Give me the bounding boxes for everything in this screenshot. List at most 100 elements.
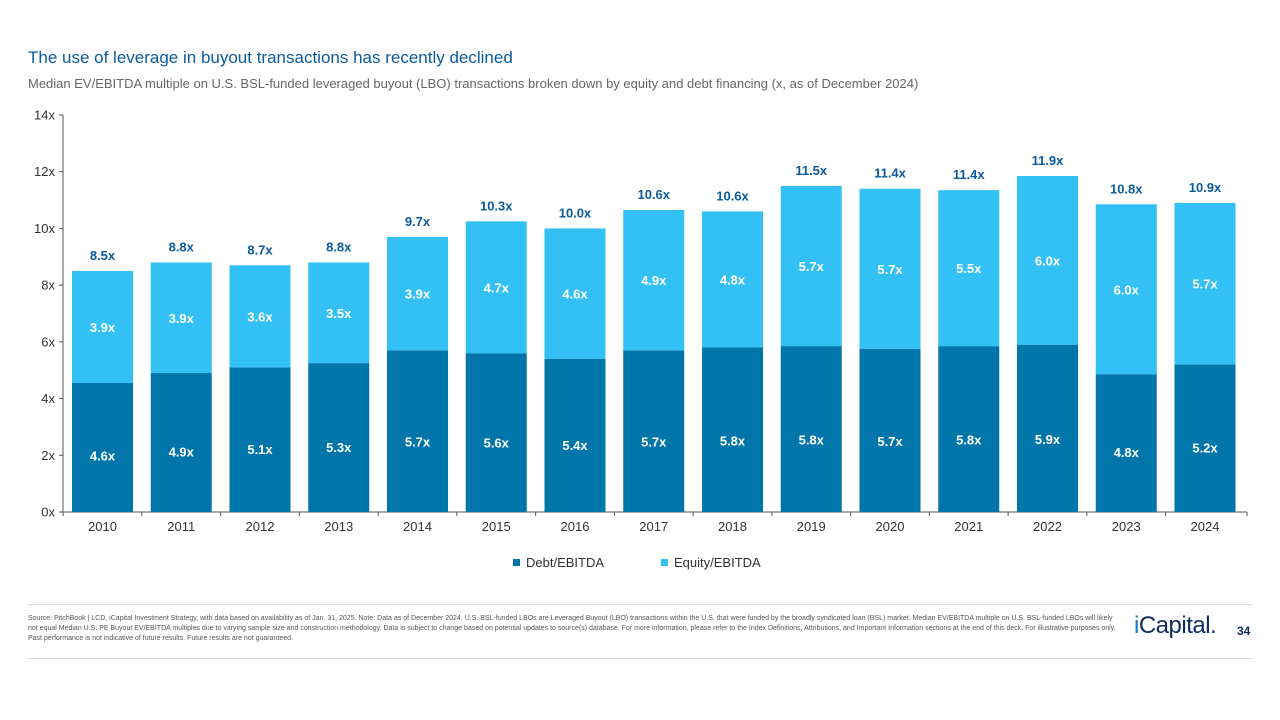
total-value-label: 11.9x bbox=[1032, 153, 1065, 168]
legend-equity-label: Equity/EBITDA bbox=[674, 555, 761, 570]
equity-bar-2012 bbox=[229, 265, 291, 368]
debt-value-label: 5.8x bbox=[956, 433, 982, 448]
debt-bar-2016 bbox=[544, 358, 606, 512]
x-tick-label: 2019 bbox=[797, 519, 826, 534]
equity-value-label: 3.9x bbox=[405, 287, 431, 302]
legend-debt-swatch bbox=[513, 559, 520, 566]
x-tick-label: 2014 bbox=[403, 519, 432, 534]
total-value-label: 10.0x bbox=[559, 205, 592, 220]
equity-bar-2022 bbox=[1017, 175, 1078, 345]
equity-bar-2017 bbox=[623, 209, 685, 351]
total-value-label: 11.5x bbox=[795, 163, 828, 178]
y-tick-label: 2x bbox=[41, 448, 55, 463]
y-tick-label: 0x bbox=[41, 505, 55, 520]
total-value-label: 8.8x bbox=[169, 239, 195, 254]
equity-bar-2014 bbox=[387, 236, 448, 351]
x-tick-label: 2013 bbox=[324, 519, 353, 534]
chart-title: The use of leverage in buyout transactio… bbox=[28, 48, 513, 67]
footer-bottom-divider bbox=[28, 658, 1252, 659]
debt-bar-2011 bbox=[150, 373, 212, 512]
stacked-bar-chart: 0x 2x 4x 6x 8x 10x 12x 14x 4.6x 3.9x 8.5x 2010 4.9x 3… bbox=[34, 108, 1248, 570]
total-value-label: 10.3x bbox=[480, 198, 513, 213]
x-tick-label: 2010 bbox=[88, 519, 117, 534]
x-tick-label: 2015 bbox=[482, 519, 511, 534]
total-value-label: 10.6x bbox=[716, 188, 749, 203]
chart-subtitle: Median EV/EBITDA multiple on U.S. BSL-fu… bbox=[28, 76, 919, 91]
x-tick-label: 2024 bbox=[1191, 519, 1220, 534]
equity-value-label: 5.7x bbox=[877, 262, 903, 277]
equity-value-label: 3.6x bbox=[247, 309, 273, 324]
total-value-label: 8.5x bbox=[90, 248, 116, 263]
debt-value-label: 5.7x bbox=[405, 434, 431, 449]
debt-bar-2013 bbox=[308, 363, 370, 512]
x-tick-label: 2016 bbox=[561, 519, 590, 534]
total-value-label: 8.7x bbox=[247, 242, 273, 257]
equity-value-label: 6.0x bbox=[1035, 253, 1061, 268]
debt-value-label: 5.8x bbox=[799, 433, 825, 448]
equity-bar-2011 bbox=[150, 262, 212, 374]
equity-bar-2010 bbox=[72, 270, 133, 383]
equity-bar-2016 bbox=[544, 228, 606, 359]
y-tick-label: 14x bbox=[34, 108, 55, 123]
equity-value-label: 4.6x bbox=[562, 287, 588, 302]
equity-bar-2023 bbox=[1095, 204, 1157, 375]
equity-bar-2019 bbox=[780, 185, 842, 347]
total-value-label: 11.4x bbox=[874, 166, 907, 181]
equity-value-label: 6.0x bbox=[1114, 282, 1140, 297]
debt-value-label: 5.7x bbox=[877, 434, 903, 449]
equity-bar-2021 bbox=[938, 190, 1000, 347]
x-tick-label: 2018 bbox=[718, 519, 747, 534]
y-tick-label: 6x bbox=[41, 334, 55, 349]
debt-bar-2024 bbox=[1174, 364, 1236, 512]
debt-bar-2019 bbox=[780, 346, 842, 512]
debt-value-label: 5.8x bbox=[720, 433, 746, 448]
x-tick-label: 2012 bbox=[246, 519, 275, 534]
icapital-logo: iCapital. bbox=[1134, 612, 1217, 639]
x-tick-label: 2023 bbox=[1112, 519, 1141, 534]
debt-bar-2018 bbox=[702, 347, 763, 512]
total-value-label: 10.8x bbox=[1110, 181, 1143, 196]
debt-bar-2017 bbox=[623, 350, 685, 512]
debt-value-label: 5.1x bbox=[247, 442, 273, 457]
debt-value-label: 4.8x bbox=[1114, 445, 1140, 460]
debt-value-label: 5.4x bbox=[562, 438, 588, 453]
legend-debt-label: Debt/EBITDA bbox=[526, 555, 604, 570]
debt-bar-2020 bbox=[859, 348, 921, 512]
y-tick-label: 4x bbox=[41, 391, 55, 406]
source-footnote: Source: PitchBook | LCD, iCapital Invest… bbox=[28, 615, 1116, 642]
equity-bar-2013 bbox=[308, 262, 370, 364]
debt-value-label: 5.9x bbox=[1035, 432, 1061, 447]
debt-bar-2021 bbox=[938, 346, 1000, 512]
total-value-label: 11.4x bbox=[953, 167, 986, 182]
total-value-label: 10.9x bbox=[1189, 180, 1222, 195]
x-tick-label: 2022 bbox=[1033, 519, 1062, 534]
equity-bar-2020 bbox=[859, 188, 921, 349]
equity-bar-2018 bbox=[702, 211, 763, 348]
debt-bar-2010 bbox=[72, 382, 133, 512]
equity-value-label: 5.7x bbox=[1192, 277, 1218, 292]
debt-bar-2014 bbox=[387, 350, 448, 512]
total-value-label: 10.6x bbox=[637, 187, 670, 202]
equity-value-label: 4.9x bbox=[641, 273, 667, 288]
total-value-label: 8.8x bbox=[326, 239, 352, 254]
debt-value-label: 5.2x bbox=[1192, 441, 1218, 456]
debt-value-label: 5.7x bbox=[641, 434, 667, 449]
equity-value-label: 3.9x bbox=[169, 311, 195, 326]
equity-value-label: 3.9x bbox=[90, 320, 116, 335]
x-tick-label: 2011 bbox=[167, 519, 195, 534]
debt-bar-2022 bbox=[1017, 344, 1078, 512]
debt-bar-2015 bbox=[465, 353, 527, 512]
debt-value-label: 5.6x bbox=[484, 436, 510, 451]
debt-value-label: 4.9x bbox=[169, 444, 195, 459]
equity-value-label: 4.7x bbox=[484, 280, 510, 295]
debt-value-label: 4.6x bbox=[90, 449, 116, 464]
debt-value-label: 5.3x bbox=[326, 440, 352, 455]
x-tick-label: 2020 bbox=[876, 519, 905, 534]
page-number: 34 bbox=[1237, 624, 1251, 638]
x-tick-label: 2021 bbox=[954, 519, 983, 534]
total-value-label: 9.7x bbox=[405, 214, 431, 229]
equity-value-label: 5.7x bbox=[799, 259, 825, 274]
equity-value-label: 4.8x bbox=[720, 272, 746, 287]
legend-equity-swatch bbox=[661, 559, 668, 566]
debt-bar-2012 bbox=[229, 367, 291, 512]
